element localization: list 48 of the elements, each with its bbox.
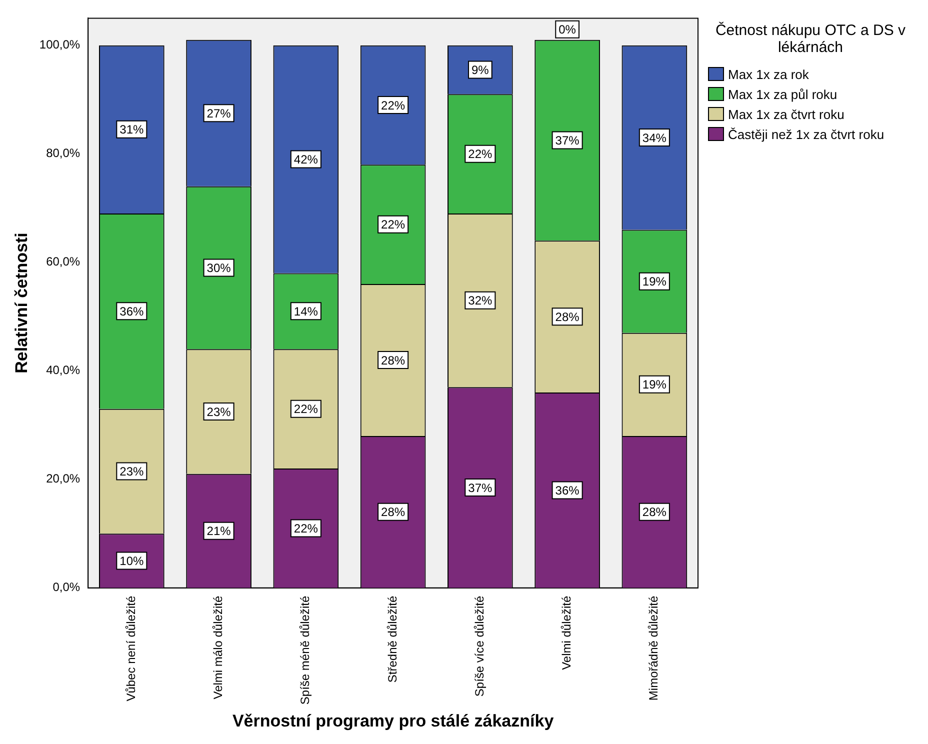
data-label: 22% <box>468 147 493 162</box>
data-label: 27% <box>206 106 232 120</box>
legend-label: Max 1x za rok <box>728 66 809 82</box>
data-label: 36% <box>120 304 144 318</box>
legend-label: Max 1x za čtvrt roku <box>728 106 844 122</box>
x-tick-label: Velmi důležité <box>560 596 574 670</box>
legend-label: Častěji než 1x za čtvrt roku <box>728 126 884 142</box>
y-tick-label: 40,0% <box>46 363 80 378</box>
data-label: 31% <box>120 122 144 137</box>
data-label: 22% <box>381 98 406 112</box>
x-tick-label: Spíše méně důležité <box>298 596 312 705</box>
data-label: 28% <box>381 353 406 368</box>
data-label: 19% <box>642 274 667 289</box>
data-label: 23% <box>206 404 232 419</box>
data-label: 36% <box>555 484 580 498</box>
data-label: 21% <box>206 524 232 538</box>
y-tick-label: 100,0% <box>39 38 80 52</box>
data-label: 30% <box>206 261 232 276</box>
data-label: 22% <box>294 402 318 416</box>
data-label: 22% <box>381 218 406 232</box>
x-tick-label: Vůbec není důležité <box>124 596 138 702</box>
y-tick-label: 0,0% <box>52 580 80 594</box>
y-tick-label: 20,0% <box>46 472 80 486</box>
y-tick-label: 80,0% <box>46 146 80 160</box>
data-label: 28% <box>381 505 406 520</box>
legend-label: Max 1x za půl roku <box>728 86 838 102</box>
data-label: 34% <box>642 130 667 145</box>
x-axis-title: Věrnostní programy pro stálé zákazníky <box>232 711 554 730</box>
data-label: 9% <box>472 63 490 78</box>
y-axis-title: Relativní četnosti <box>12 232 31 374</box>
legend-title: Četnost nákupu OTC a DS v lékárnách <box>714 22 907 56</box>
data-label: 32% <box>468 294 493 308</box>
data-label: 37% <box>468 480 493 495</box>
data-label: 28% <box>642 505 667 520</box>
data-label: 22% <box>294 522 318 536</box>
data-label: 19% <box>642 378 667 392</box>
data-label: 28% <box>555 310 580 324</box>
x-tick-label: Středně důležité <box>385 596 400 683</box>
data-label: 10% <box>120 554 144 568</box>
x-tick-label: Spíše více důležité <box>472 596 486 697</box>
x-tick-label: Velmi málo důležité <box>211 596 226 700</box>
data-label: 0% <box>558 22 576 37</box>
x-tick-label: Mimořádně důležité <box>646 596 661 701</box>
data-label: 14% <box>294 304 318 318</box>
data-label: 23% <box>120 464 144 479</box>
data-label: 37% <box>555 134 580 148</box>
data-label: 42% <box>294 152 318 167</box>
y-tick-label: 60,0% <box>46 254 80 269</box>
